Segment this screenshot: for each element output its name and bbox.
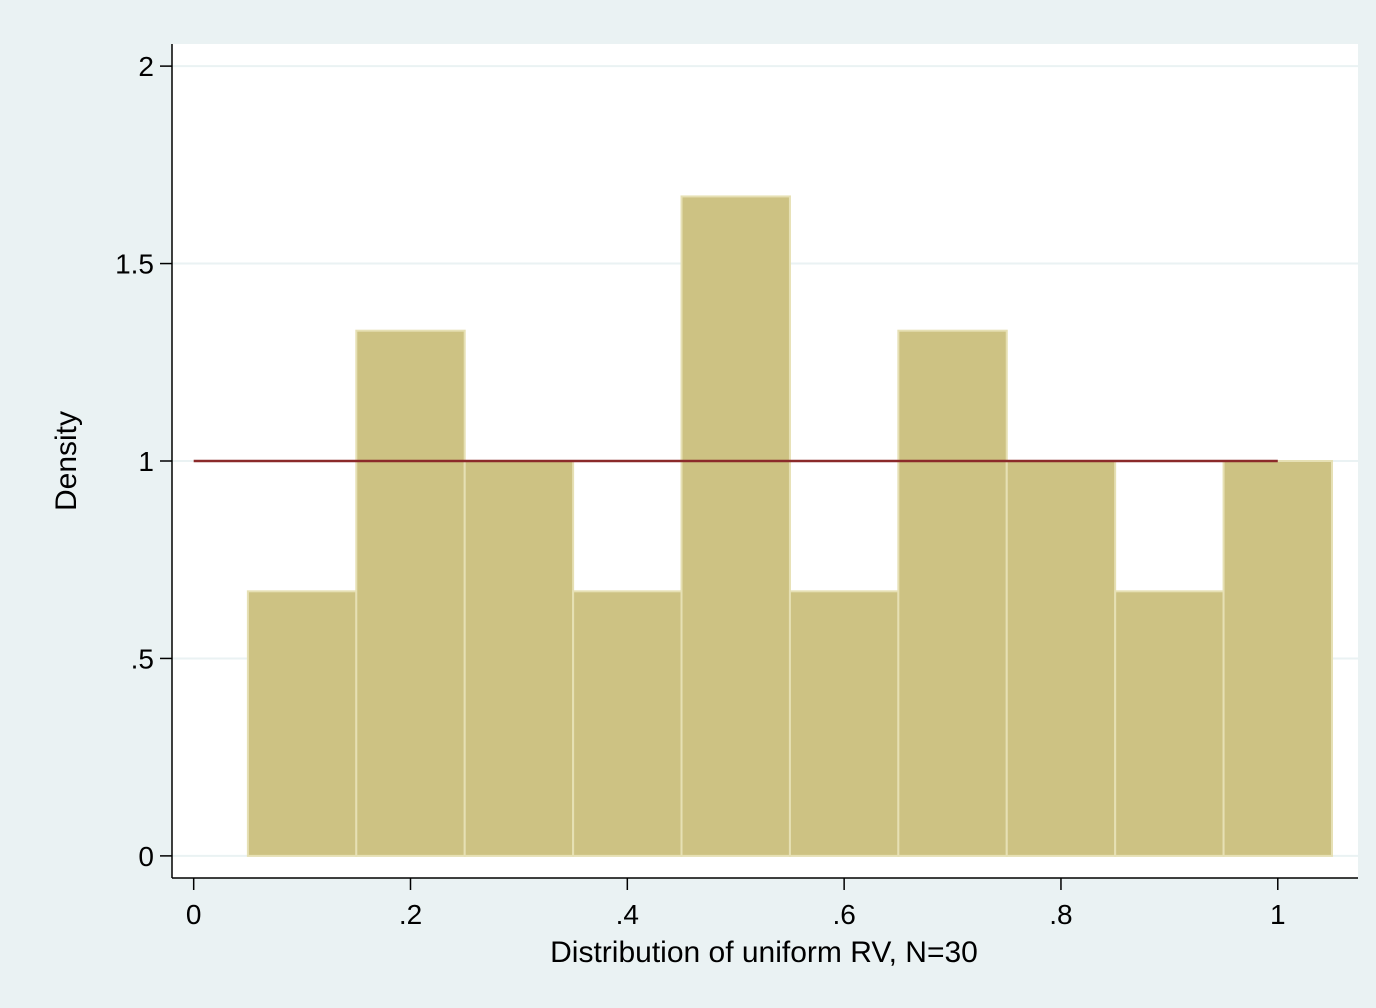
bar	[572, 590, 683, 857]
x-tick-label: .4	[616, 899, 639, 930]
bar	[463, 460, 575, 857]
bar	[246, 590, 358, 857]
x-tick-label: .6	[832, 899, 855, 930]
y-axis-label: Density	[50, 411, 83, 511]
y-tick-label: .5	[131, 643, 154, 674]
bar	[680, 195, 791, 857]
bar	[897, 329, 1008, 857]
bar	[1114, 590, 1225, 857]
x-tick-label: .2	[399, 899, 422, 930]
bar	[1005, 460, 1117, 857]
x-axis-label: Distribution of uniform RV, N=30	[550, 936, 978, 969]
bar	[788, 590, 900, 857]
x-tick-label: 1	[1270, 899, 1286, 930]
y-tick-label: 0	[138, 841, 154, 872]
y-tick-label: 1	[138, 446, 154, 477]
y-tick-label: 1.5	[115, 249, 154, 280]
bar	[355, 329, 466, 857]
y-tick-label: 2	[138, 51, 154, 82]
x-tick-label: .8	[1049, 899, 1072, 930]
x-tick-label: 0	[186, 899, 202, 930]
bar	[1222, 460, 1333, 857]
